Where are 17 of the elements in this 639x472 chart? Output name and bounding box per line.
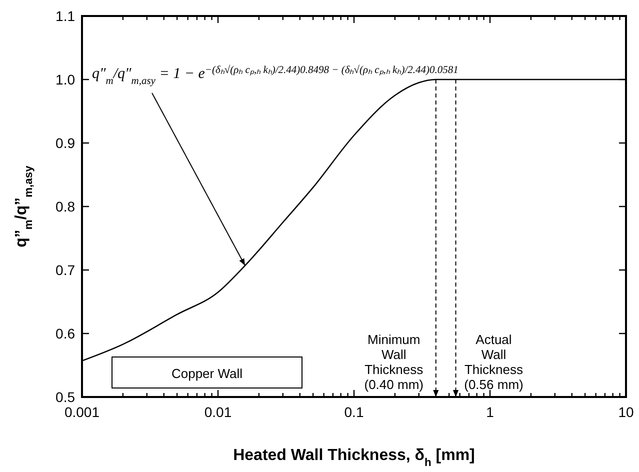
annotation: Copper Wall: [171, 366, 243, 381]
x-tick-label: 0.1: [344, 404, 364, 420]
x-tick-label: 0.001: [64, 404, 100, 420]
ref-line-label: Minimum Wall Thickness (0.40 mm): [364, 332, 424, 392]
x-tick-label: 10: [618, 404, 634, 420]
y-tick-label: 0.5: [56, 389, 76, 405]
y-tick-label: 0.6: [56, 326, 76, 342]
annotation: q″$_{m}$/q″$_{m,asy}$ = 1 − e$^{−(δₕ√(ρₕ cₚ,ₕ kₕ)/2.44)0.8498 − (δₕ√(ρₕ cₚ,ₕ kₕ)/2.44)0.0581}$: [92, 64, 458, 86]
y-tick-label: 0.9: [56, 135, 76, 151]
y-tick-label: 0.8: [56, 198, 76, 214]
y-tick-label: 1.0: [56, 72, 76, 88]
x-tick-label: 1: [486, 404, 494, 420]
ref-line-label: Actual Wall Thickness (0.56 mm): [464, 332, 524, 392]
y-tick-label: 1.1: [56, 8, 76, 24]
x-axis-title: Heated Wall Thickness, δ$_{h}$ [mm]: [233, 447, 475, 469]
x-tick-label: 0.01: [204, 404, 232, 420]
y-tick-label: 0.7: [56, 262, 76, 278]
